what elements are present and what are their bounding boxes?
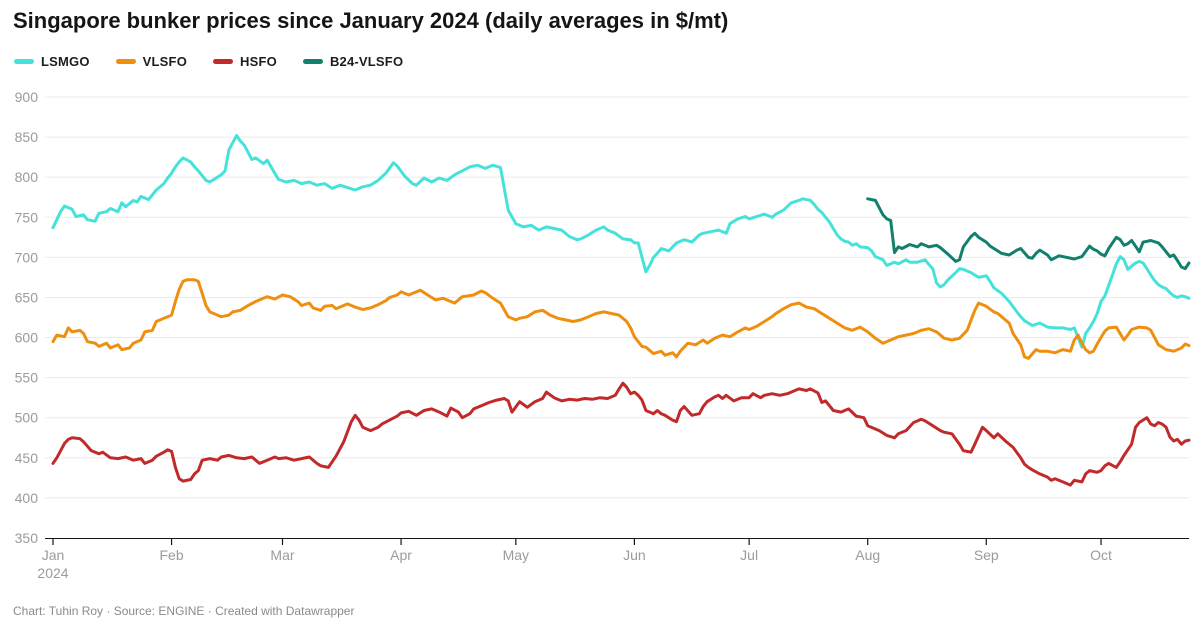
y-tick-label: 800 — [15, 169, 39, 185]
x-tick-label: Jan — [42, 547, 65, 563]
x-tick-label: Jul — [740, 547, 758, 563]
legend-item-vlsfo: VLSFO — [115, 54, 188, 69]
legend-label: VLSFO — [142, 54, 188, 69]
legend: LSMGO VLSFO HSFO B24-VLSFO — [14, 54, 403, 69]
x-tick-label: Apr — [390, 547, 412, 563]
x-tick-label: Jun — [623, 547, 646, 563]
y-tick-label: 600 — [15, 330, 39, 346]
y-tick-label: 400 — [15, 490, 39, 506]
legend-swatch-b24-vlsfo-icon — [302, 59, 323, 64]
legend-swatch-lsmgo-icon — [14, 59, 34, 64]
y-tick-label: 350 — [15, 530, 39, 546]
series-line-vlsfo[interactable] — [51, 278, 1191, 360]
legend-item-lsmgo: LSMGO — [14, 54, 90, 69]
legend-swatch-hsfo-icon — [213, 59, 234, 64]
y-tick-label: 500 — [15, 410, 39, 426]
legend-label: HSFO — [240, 54, 277, 69]
x-tick-label: Aug — [855, 547, 880, 563]
series-line-hsfo[interactable] — [51, 381, 1191, 487]
x-tick-label: Oct — [1090, 547, 1112, 563]
y-tick-label: 700 — [15, 249, 39, 265]
y-tick-label: 850 — [15, 129, 39, 145]
y-tick-label: 450 — [15, 450, 39, 466]
legend-label: LSMGO — [41, 54, 90, 69]
chart-footer: Chart: Tuhin Roy · Source: ENGINE · Crea… — [13, 604, 355, 618]
y-tick-label: 550 — [15, 370, 39, 386]
x-tick-label: Feb — [160, 547, 184, 563]
x-tick-sublabel: 2024 — [37, 565, 68, 581]
y-tick-label: 650 — [15, 289, 39, 305]
x-tick-label: Mar — [270, 547, 294, 563]
x-tick-label: Sep — [974, 547, 999, 563]
legend-swatch-vlsfo-icon — [115, 59, 136, 64]
legend-item-hsfo: HSFO — [213, 54, 277, 69]
chart-title: Singapore bunker prices since January 20… — [13, 8, 729, 33]
x-tick-label: May — [503, 547, 529, 563]
series-line-b24-vlsfo[interactable] — [866, 197, 1191, 271]
series-line-lsmgo[interactable] — [51, 134, 1191, 349]
y-tick-label: 900 — [15, 89, 39, 105]
legend-label: B24-VLSFO — [329, 54, 404, 69]
y-tick-label: 750 — [15, 209, 39, 225]
legend-item-b24-vlsfo: B24-VLSFO — [302, 54, 404, 69]
